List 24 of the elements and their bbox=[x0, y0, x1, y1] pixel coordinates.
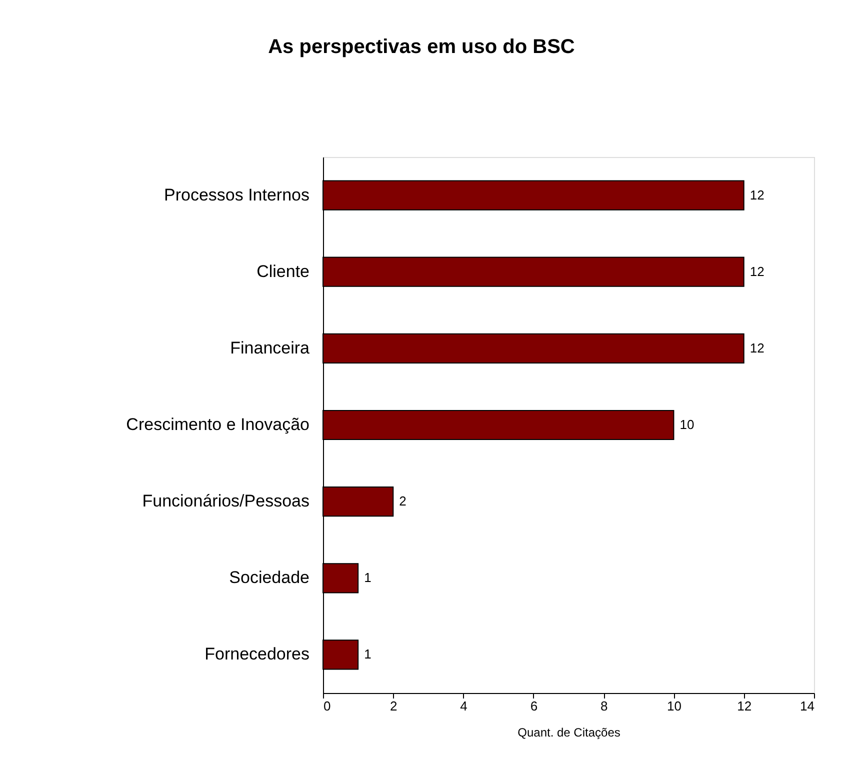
chart-title: As perspectivas em uso do BSC bbox=[268, 36, 575, 58]
x-tick-label: 12 bbox=[737, 698, 752, 714]
x-tick-label: 0 bbox=[324, 698, 331, 714]
y-tick-label: Cliente bbox=[256, 262, 310, 281]
x-tick-label: 4 bbox=[460, 698, 468, 714]
data-label: 2 bbox=[399, 494, 406, 509]
data-label: 10 bbox=[680, 417, 694, 432]
data-label: 1 bbox=[364, 646, 372, 662]
data-label: 12 bbox=[750, 340, 764, 356]
x-axis-title: Quant. de Citações bbox=[518, 726, 620, 740]
y-tick-label: Processos Internos bbox=[164, 185, 310, 204]
x-tick-label: 14 bbox=[800, 698, 814, 714]
x-tick-label: 2 bbox=[390, 698, 398, 714]
x-tick-label: 6 bbox=[530, 698, 538, 714]
y-tick-label: Financeira bbox=[230, 338, 310, 358]
y-tick-label: Fornecedores bbox=[204, 644, 310, 664]
x-tick-label: 10 bbox=[666, 698, 682, 714]
data-label: 12 bbox=[750, 264, 764, 279]
x-tick-label: 8 bbox=[600, 698, 608, 714]
y-tick-label: Sociedade bbox=[229, 568, 310, 588]
data-label: 12 bbox=[750, 187, 764, 202]
data-label: 1 bbox=[364, 570, 372, 586]
y-tick-label: Crescimento e Inovação bbox=[126, 415, 310, 434]
y-tick-label: Funcionários/Pessoas bbox=[142, 492, 310, 511]
